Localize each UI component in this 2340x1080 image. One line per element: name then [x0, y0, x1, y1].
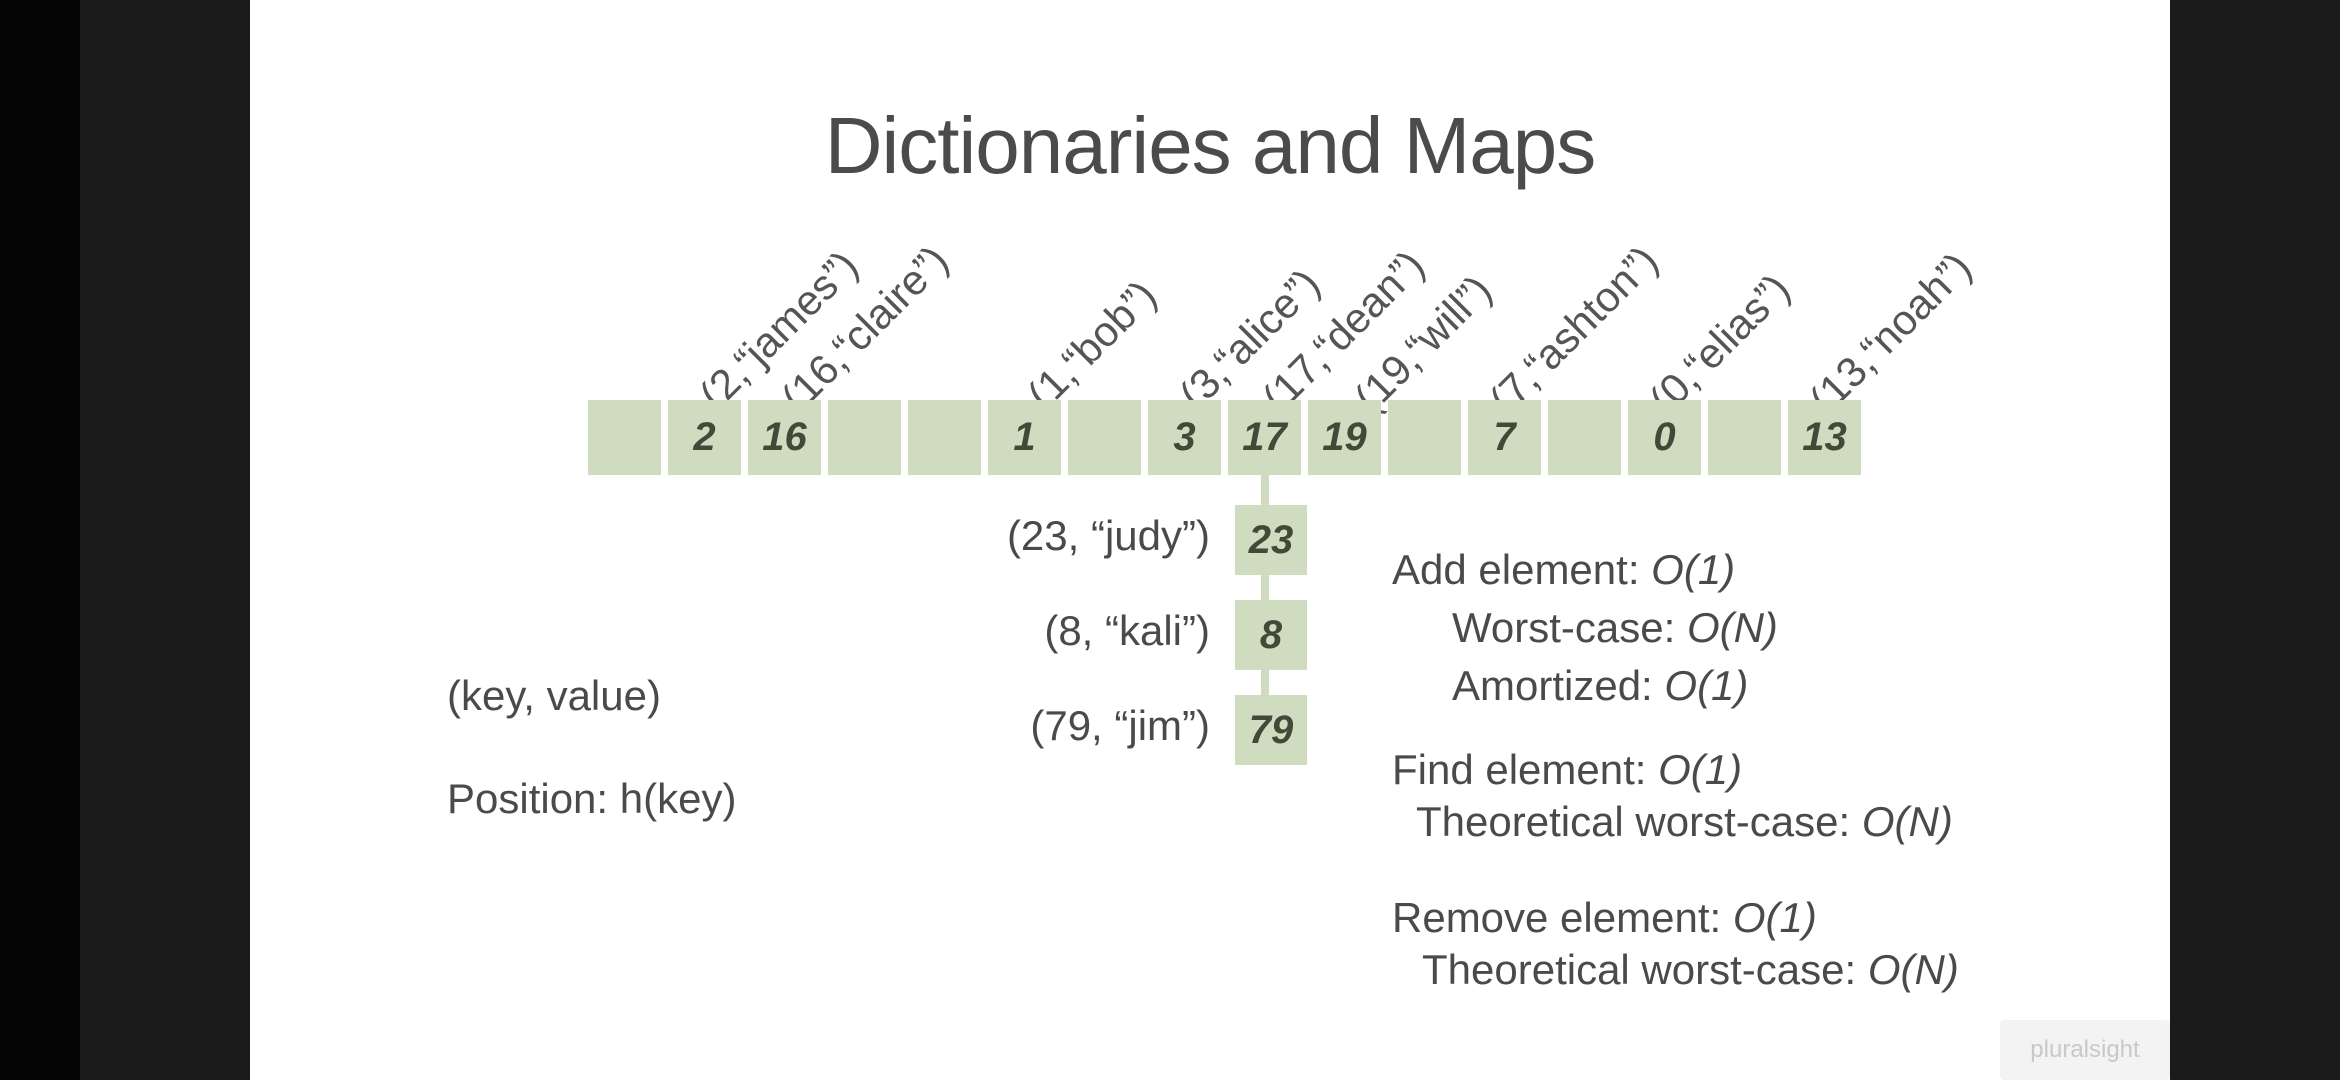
worst-case-line: Worst-case: O(N) [1452, 604, 1778, 651]
pair-labels: (2,“james”) (16,“claire”) (1,“bob”) (3,“… [250, 0, 2170, 423]
chain-link [1261, 575, 1269, 600]
bucket-cell [588, 400, 661, 475]
bucket-cell: 1 [988, 400, 1061, 475]
pair-label: (7,“ashton”) [1480, 236, 1667, 424]
chain-label: (8, “kali”) [1044, 607, 1210, 654]
chain-label: (23, “judy”) [1006, 512, 1210, 559]
bucket-cell: 7 [1468, 400, 1541, 475]
bucket-cell [1068, 400, 1141, 475]
remove-worst-line: Theoretical worst-case: O(N) [1422, 946, 1959, 993]
bucket-cell: 0 [1628, 400, 1701, 475]
find-worst-line: Theoretical worst-case: O(N) [1416, 798, 1953, 845]
chain-cell: 8 [1235, 600, 1307, 670]
chain-cell: 23 [1235, 505, 1307, 575]
slide-title: Dictionaries and Maps [824, 101, 1596, 190]
chain-link [1261, 475, 1269, 505]
position-note: Position: h(key) [447, 775, 737, 822]
bucket-cell [1388, 400, 1461, 475]
hash-table-buckets: 2 16 1 3 17 19 7 0 13 [250, 400, 2170, 480]
find-element-line: Find element: O(1) [1392, 746, 1743, 793]
chain-cell: 79 [1235, 695, 1307, 765]
bucket-cell: 3 [1148, 400, 1221, 475]
slide: Dictionaries and Maps (2,“james”) (16,“c… [250, 0, 2170, 1080]
left-letterbox-inner [80, 0, 250, 1080]
bucket-cell: 13 [1788, 400, 1861, 475]
bucket-cell: 2 [668, 400, 741, 475]
key-value-note: (key, value) [447, 672, 661, 719]
bucket-cell: 16 [748, 400, 821, 475]
right-letterbox [2170, 0, 2340, 1080]
chain-link [1261, 670, 1269, 695]
bucket-cell: 17 [1228, 400, 1301, 475]
left-letterbox [0, 0, 80, 1080]
bucket-cell [1548, 400, 1621, 475]
pair-label: (1,“bob”) [1018, 271, 1166, 419]
remove-element-line: Remove element: O(1) [1392, 894, 1817, 941]
bucket-cell [908, 400, 981, 475]
bucket-cell [828, 400, 901, 475]
bucket-cell [1708, 400, 1781, 475]
pair-label: (13,“noah”) [1800, 243, 1981, 424]
add-element-line: Add element: O(1) [1392, 546, 1736, 593]
chain-label: (79, “jim”) [1030, 702, 1210, 749]
amortized-line: Amortized: O(1) [1452, 662, 1749, 709]
bucket-cell: 19 [1308, 400, 1381, 475]
pluralsight-watermark: pluralsight [2000, 1020, 2170, 1080]
